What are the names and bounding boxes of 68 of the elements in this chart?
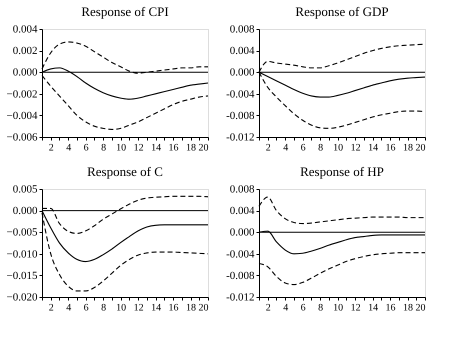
x-tick-label: 14: [151, 302, 162, 314]
y-tick-label: 0.000: [230, 226, 255, 239]
y-tick-label: −0.010: [6, 248, 38, 260]
y-tick-label: 0.002: [12, 45, 38, 58]
x-tick-label: 4: [283, 142, 288, 154]
x-tick-label: 16: [168, 142, 179, 154]
y-tick-label: 0.008: [230, 184, 255, 196]
y-tick-label: -0.004: [226, 248, 255, 260]
chart-title: Response of CPI: [81, 4, 169, 19]
x-tick-label: 20: [198, 302, 208, 314]
chart-title: Response of C: [87, 164, 163, 179]
x-tick-label: 20: [416, 142, 426, 154]
y-tick-label: -0.008: [226, 110, 255, 122]
x-tick-label: 12: [350, 302, 361, 314]
x-tick-label: 2: [48, 302, 54, 314]
x-tick-label: 14: [368, 142, 378, 154]
x-tick-label: 18: [403, 302, 414, 314]
x-tick-label: 2: [266, 302, 271, 314]
y-tick-label: −0.015: [6, 270, 38, 282]
y-tick-label: 0.005: [12, 184, 38, 196]
x-tick-label: 4: [66, 142, 72, 154]
y-tick-label: 0.000: [12, 66, 38, 79]
x-tick-label: 18: [403, 142, 414, 154]
x-tick-label: 2: [48, 142, 54, 154]
x-tick-label: 10: [333, 302, 344, 314]
x-tick-label: 12: [134, 142, 144, 154]
x-tick-label: 18: [186, 302, 196, 314]
x-tick-label: 14: [368, 302, 378, 314]
x-tick-label: 20: [198, 142, 208, 154]
x-tick-label: 12: [350, 142, 361, 154]
y-tick-label: 0.008: [230, 24, 255, 36]
x-tick-label: 16: [386, 302, 396, 314]
x-tick-label: 2: [266, 142, 271, 154]
x-tick-label: 16: [168, 302, 179, 314]
y-tick-label: 0.004: [230, 205, 255, 218]
x-tick-label: 4: [283, 302, 288, 314]
y-tick-label: 0.000: [230, 66, 255, 79]
x-tick-label: 16: [386, 142, 396, 154]
y-tick-label: −0.005: [6, 226, 38, 239]
x-tick-label: 6: [300, 142, 306, 154]
x-tick-label: 10: [116, 142, 126, 154]
y-tick-label: -0.008: [226, 270, 255, 282]
x-tick-label: 12: [134, 302, 144, 314]
x-tick-label: 6: [84, 302, 89, 314]
chart-title: Response of GDP: [295, 4, 389, 19]
y-tick-label: 0.000: [12, 205, 38, 218]
y-tick-label: −0.004: [6, 110, 38, 122]
x-tick-label: 6: [300, 302, 306, 314]
y-tick-label: -0.004: [226, 88, 255, 100]
x-tick-label: 4: [66, 302, 72, 314]
y-tick-label: -0.012: [226, 132, 254, 144]
y-tick-label: −0.020: [6, 292, 38, 304]
x-tick-label: 10: [333, 142, 344, 154]
y-tick-label: −0.006: [6, 132, 38, 144]
x-tick-label: 8: [101, 142, 106, 154]
x-tick-label: 8: [318, 302, 324, 314]
y-tick-label: 0.004: [12, 24, 38, 36]
x-tick-label: 8: [318, 142, 324, 154]
x-tick-label: 20: [416, 302, 426, 314]
y-tick-label: 0.004: [230, 45, 255, 58]
chart-title: Response of HP: [300, 164, 384, 179]
y-tick-label: −0.002: [6, 88, 38, 100]
x-tick-label: 10: [116, 302, 126, 314]
y-tick-label: -0.012: [226, 292, 254, 304]
x-tick-label: 18: [186, 142, 196, 154]
x-tick-label: 14: [151, 142, 162, 154]
x-tick-label: 6: [84, 142, 89, 154]
x-tick-label: 8: [101, 302, 106, 314]
